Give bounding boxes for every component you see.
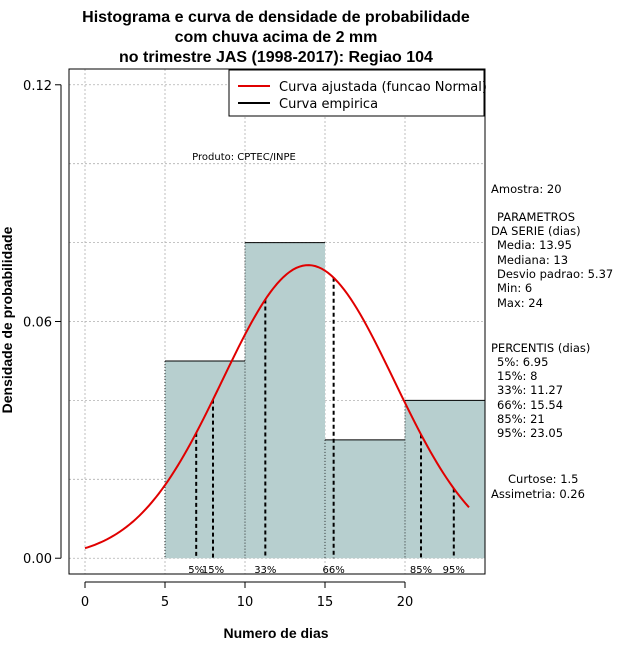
percentile-markers: 5%15% 33% 66% 85% 95% [188,277,465,576]
percentiles-title: PERCENTIS (dias) [491,341,590,355]
skewness: Assimetria: 0.26 [491,487,585,501]
histogram-bar [245,242,325,559]
percentile-33: 33%: 11.27 [497,383,563,397]
param-mean: Media: 13.95 [497,238,572,252]
parameters-title: PARAMETROS [497,210,575,224]
x-axis: 0 5 10 15 20 [81,581,414,610]
chart-title-line-3: no trimestre JAS (1998-2017): Regiao 104 [119,49,433,66]
x-tick-label: 0 [81,595,89,610]
y-axis: 0.00 0.06 0.12 [23,79,62,567]
fitted-normal-curve [84,264,470,550]
percentile-66: 66%: 15.54 [497,398,563,412]
histogram-bar [325,439,405,559]
y-tick-label: 0.00 [23,552,52,567]
statistics-panel: Amostra: 20 PARAMETROS DA SERIE (dias) M… [491,182,613,501]
y-axis-label: Densidade de probabilidade [0,226,15,413]
legend-empirical-label: Curva empirica [279,97,378,112]
parameters-subtitle: DA SERIE (dias) [491,224,581,238]
percentile-label: 95% [443,565,465,576]
y-tick-label: 0.12 [23,79,52,94]
legend-box [228,69,485,117]
x-axis-label: Numero de dias [223,625,328,641]
fitted-curve-layer [84,264,470,550]
legend-fit-label: Curva ajustada (funcao Normal) [279,80,487,95]
product-annotation: Produto: CPTEC/INPE [192,152,296,163]
percentile-label: 33% [254,565,276,576]
chart-title-line-2: com chuva acima de 2 mm [175,29,378,46]
histogram-bar [165,360,245,559]
histogram-bar [405,400,485,559]
histogram-bars [164,242,486,559]
percentile-label: 85% [410,565,432,576]
percentile-label: 66% [323,565,345,576]
chart-title-line-1: Histograma e curva de densidade de proba… [82,9,470,26]
x-tick-label: 5 [161,595,169,610]
percentile-5: 5%: 6.95 [497,355,548,369]
param-median: Mediana: 13 [497,253,568,267]
percentile-label: 15% [202,565,224,576]
y-tick-label: 0.06 [23,316,52,331]
percentile-label: 5% [188,565,204,576]
x-tick-label: 15 [317,595,334,610]
percentile-15: 15%: 8 [497,369,537,383]
param-max: Max: 24 [497,296,543,310]
plot-frame [68,68,486,575]
legend: Curva ajustada (funcao Normal) Curva emp… [228,69,487,117]
percentile-95: 95%: 23.05 [497,426,563,440]
kurtosis: Curtose: 1.5 [508,472,578,486]
x-tick-label: 20 [397,595,414,610]
percentile-85: 85%: 21 [497,412,545,426]
sample-size: Amostra: 20 [491,182,562,196]
param-sd: Desvio padrao: 5.37 [497,267,613,281]
param-min: Min: 6 [497,281,532,295]
x-tick-label: 10 [237,595,254,610]
